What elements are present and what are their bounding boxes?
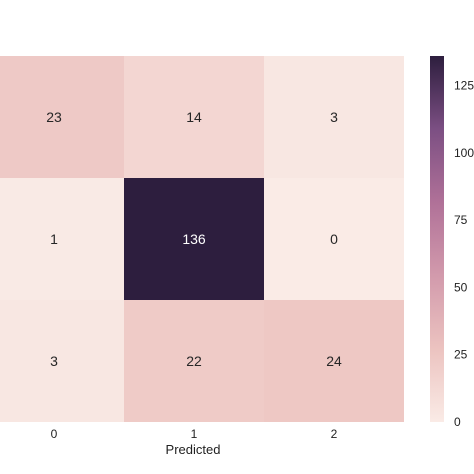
cell-value-label: 22 xyxy=(186,353,202,369)
heatmap-cell xyxy=(264,300,404,422)
x-axis-label: Predicted xyxy=(166,442,221,457)
cell-value-label: 3 xyxy=(330,109,338,125)
colorbar-ticks: 0 25 50 75 100 125 xyxy=(454,79,474,429)
heatmap-cell xyxy=(264,178,404,300)
colorbar-tick-label: 125 xyxy=(454,79,474,93)
colorbar: 0 25 50 75 100 125 xyxy=(430,56,474,429)
heatmap-cell xyxy=(0,178,124,300)
colorbar-tick-label: 25 xyxy=(454,348,468,362)
heatmap-cell xyxy=(124,56,264,178)
colorbar-tick-label: 100 xyxy=(454,146,474,160)
cell-value-label: 23 xyxy=(46,109,62,125)
heatmap-cells: 23 14 3 1 136 0 3 22 24 xyxy=(0,56,404,422)
x-axis-ticks: 0 1 2 xyxy=(51,427,338,441)
cell-value-label: 136 xyxy=(182,231,206,247)
cell-value-label: 24 xyxy=(326,353,342,369)
colorbar-gradient xyxy=(430,56,444,422)
colorbar-tick-label: 75 xyxy=(454,213,468,227)
heatmap-cell xyxy=(0,56,124,178)
heatmap-cell xyxy=(264,56,404,178)
x-tick-label: 1 xyxy=(191,427,198,441)
cell-value-label: 3 xyxy=(50,353,58,369)
heatmap-cell xyxy=(124,178,264,300)
colorbar-tick-label: 0 xyxy=(454,415,461,429)
cell-value-label: 1 xyxy=(50,231,58,247)
colorbar-tick-label: 50 xyxy=(454,280,468,294)
heatmap-cell xyxy=(0,300,124,422)
cell-value-label: 14 xyxy=(186,109,202,125)
cell-value-label: 0 xyxy=(330,231,338,247)
x-tick-label: 2 xyxy=(331,427,338,441)
x-tick-label: 0 xyxy=(51,427,58,441)
heatmap-cell xyxy=(124,300,264,422)
